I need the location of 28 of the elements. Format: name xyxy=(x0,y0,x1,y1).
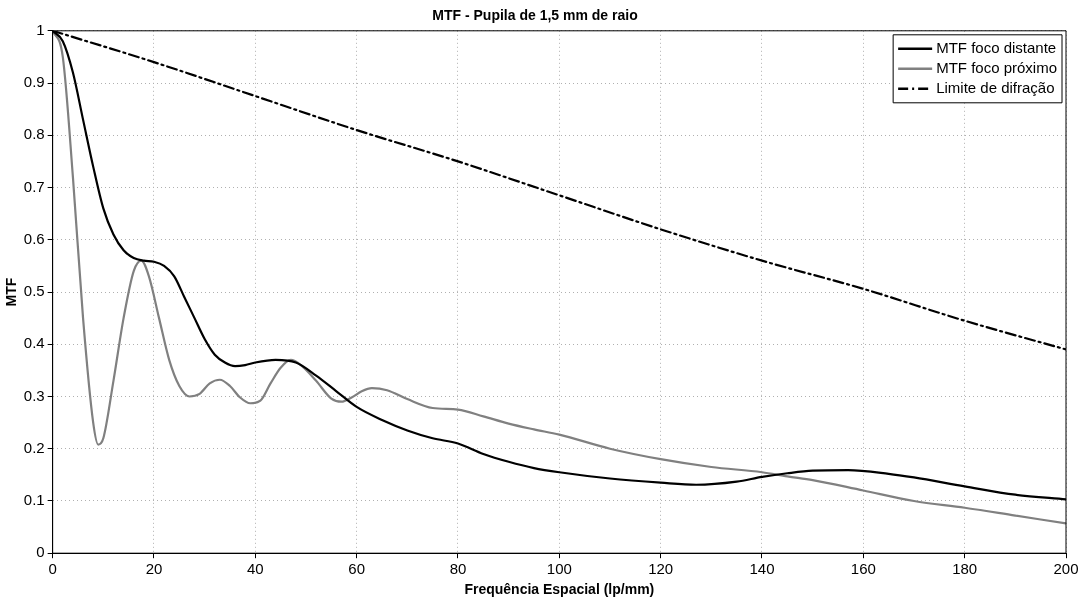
x-tick-label: 20 xyxy=(145,560,163,578)
x-tick-label: 200 xyxy=(1053,560,1079,578)
legend-label: MTF foco próximo xyxy=(936,58,1057,76)
y-tick-label: 0.1 xyxy=(23,491,45,509)
y-tick-label: 1 xyxy=(36,20,45,38)
x-tick-label: 40 xyxy=(246,560,264,578)
y-tick-label: 0.9 xyxy=(23,73,45,91)
x-tick-label: 160 xyxy=(850,560,876,578)
x-tick-label: 60 xyxy=(348,560,365,578)
y-tick-label: 0.3 xyxy=(23,386,45,404)
y-tick-label: 0.5 xyxy=(23,282,45,300)
legend-label: Limite de difração xyxy=(936,78,1055,96)
x-tick-label: 100 xyxy=(546,560,572,578)
y-tick-label: 0 xyxy=(36,543,45,561)
x-axis-title: Frequência Espacial (lp/mm) xyxy=(464,581,655,598)
y-tick-label: 0.7 xyxy=(23,177,45,195)
legend-label: MTF foco distante xyxy=(936,38,1057,56)
x-tick-label: 0 xyxy=(48,560,57,578)
x-tick-label: 140 xyxy=(749,560,775,578)
y-axis-title: MTF xyxy=(3,277,20,307)
x-tick-label: 120 xyxy=(648,560,674,578)
x-tick-label: 180 xyxy=(952,560,978,578)
x-tick-label: 80 xyxy=(449,560,467,578)
y-tick-label: 0.8 xyxy=(23,125,45,143)
y-tick-label: 0.6 xyxy=(23,229,45,247)
y-tick-label: 0.2 xyxy=(23,438,45,456)
y-tick-label: 0.4 xyxy=(23,334,45,352)
chart-title: MTF - Pupila de 1,5 mm de raio xyxy=(432,7,638,24)
